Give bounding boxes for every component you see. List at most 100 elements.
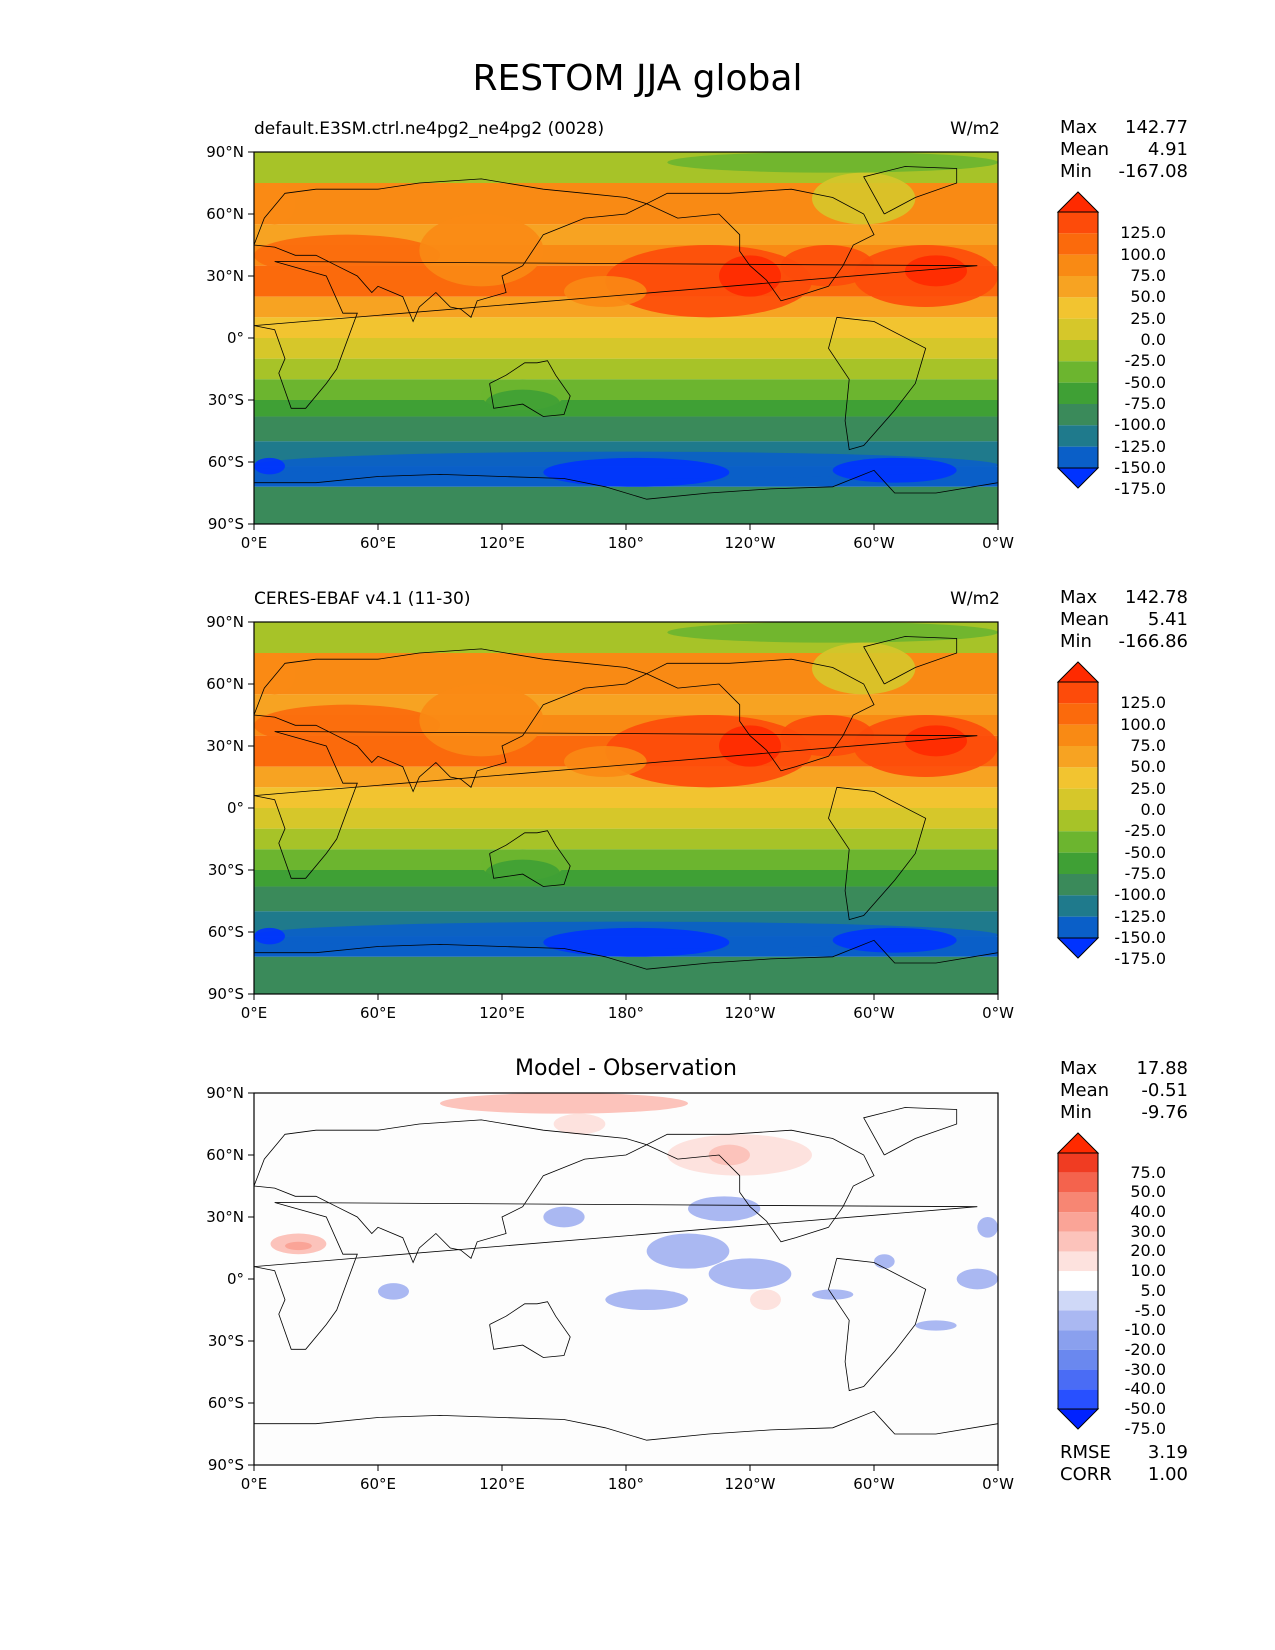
colorbar-segment [1058, 682, 1098, 704]
lon-tick-label: 0°W [982, 1004, 1014, 1022]
coastline [489, 360, 571, 417]
colorbar-label: -75.0 [1124, 864, 1166, 883]
panel-title-left: default.E3SM.ctrl.ne4pg2_ne4pg2 (0028) [254, 119, 605, 139]
min-value: -9.76 [1141, 1102, 1188, 1123]
coastline [489, 830, 571, 887]
colorbar-label: 20.0 [1130, 1241, 1166, 1261]
lat-tick-label: 0° [227, 329, 244, 347]
colorbar-segment [1058, 767, 1098, 789]
lat-tick-label: 90°N [206, 613, 244, 631]
diff-patch [440, 1093, 688, 1114]
coastline [646, 1129, 875, 1243]
field-patch [419, 684, 544, 757]
field-patch [254, 457, 285, 475]
colorbar-segment [1058, 340, 1098, 362]
colorbar-segment [1058, 895, 1098, 917]
stats-block: Max 142.78 Mean 5.41 Min -166.86 [1060, 587, 1188, 653]
lon-tick-label: 120°E [479, 1004, 525, 1022]
diff-patch [708, 1144, 750, 1166]
lon-tick-label: 180° [608, 534, 644, 552]
map-plot: 0°E 60°E 120°E 180° 120°W 60°W 0°W 90°N 60°N 30°N… [206, 143, 1014, 552]
colorbar-segment [1058, 1153, 1098, 1173]
diff-patch [688, 1196, 761, 1222]
coastline [828, 786, 927, 921]
min-value: -167.08 [1118, 161, 1188, 182]
colorbar-label: -175.0 [1114, 949, 1166, 969]
colorbar-label: 125.0 [1120, 693, 1166, 713]
colorbar-segment [1058, 254, 1098, 276]
mean-value: -0.51 [1141, 1080, 1188, 1101]
colorbar-label: 5.0 [1140, 1280, 1166, 1300]
panel-title-center: Model - Observation [515, 1056, 737, 1081]
colorbar-segment [1058, 1349, 1098, 1370]
field-band [254, 849, 998, 870]
corr-label: CORR [1060, 1464, 1112, 1485]
colorbar-label: -150.0 [1114, 928, 1166, 947]
colorbar-label: -50.0 [1124, 842, 1166, 862]
coastline [253, 1119, 648, 1264]
lon-tick-label: 0°E [241, 1004, 268, 1022]
field-patch [485, 859, 560, 887]
diff-patch [956, 1268, 998, 1290]
colorbar-label: -25.0 [1124, 821, 1166, 841]
max-value: 142.78 [1125, 587, 1188, 608]
field-patch [605, 245, 812, 318]
lat-tick-label: 30°N [206, 1208, 244, 1226]
max-value: 17.88 [1136, 1058, 1188, 1079]
diff-patch [646, 1233, 730, 1269]
diff-patch [750, 1289, 781, 1310]
colorbar-segment [1058, 724, 1098, 746]
colorbar-label: -175.0 [1114, 479, 1166, 499]
lat-tick-label: 30°S [208, 861, 244, 879]
colorbar-segment [1058, 404, 1098, 426]
colorbar-segment [1058, 874, 1098, 896]
coastline [253, 178, 648, 323]
coastline [254, 939, 999, 970]
lat-tick-label: 90°N [206, 1084, 244, 1102]
coastline [253, 1202, 978, 1350]
colorbar-segment [1058, 810, 1098, 832]
field-patch [812, 172, 916, 225]
mean-value: 5.41 [1147, 609, 1188, 630]
panel-title-left: CERES-EBAF v4.1 (11-30) [254, 589, 471, 609]
lon-tick-label: 60°E [360, 1004, 396, 1022]
field-band [254, 808, 998, 829]
colorbar-label: -50.0 [1124, 1399, 1166, 1418]
colorbar-segment [1058, 1389, 1098, 1409]
mean-value: 4.91 [1147, 139, 1188, 160]
colorbar-label: -75.0 [1124, 1418, 1166, 1438]
lat-tick-label: 60°S [208, 1394, 244, 1412]
diff-patch [605, 1289, 688, 1310]
coastline [253, 648, 648, 793]
colorbar-label: -75.0 [1124, 394, 1166, 413]
lon-tick-label: 180° [608, 1004, 644, 1022]
mean-label: Mean [1060, 609, 1110, 630]
min-label: Min [1060, 1102, 1092, 1123]
lon-tick-label: 60°E [360, 1475, 396, 1493]
field-patch [905, 255, 967, 287]
colorbar-label: -30.0 [1124, 1359, 1166, 1379]
colorbar-label: 30.0 [1130, 1221, 1166, 1241]
colorbar-label: 100.0 [1120, 244, 1166, 264]
lon-tick-label: 120°W [725, 534, 776, 552]
field-patch [719, 725, 781, 767]
colorbar-segment [1058, 1330, 1098, 1350]
colorbar [1056, 661, 1100, 959]
field-patch [812, 642, 916, 695]
colorbar-segment [1058, 297, 1098, 319]
colorbar-label: -125.0 [1114, 906, 1166, 926]
coastline [254, 469, 999, 500]
lon-tick-label: 0°E [241, 1475, 268, 1493]
field-band [254, 956, 998, 994]
diff-patch [915, 1320, 957, 1331]
coastline [863, 1107, 958, 1156]
colorbar-label: -50.0 [1124, 372, 1166, 392]
field-band [254, 486, 998, 524]
stats-block: Max 17.88 Mean -0.51 Min -9.76 [1060, 1058, 1188, 1124]
diff-patch [708, 1258, 792, 1290]
colorbar-segment [1058, 916, 1098, 938]
field-band [254, 766, 998, 788]
max-label: Max [1060, 117, 1098, 138]
field-patch [564, 746, 647, 777]
colorbar-label: -100.0 [1114, 885, 1166, 905]
